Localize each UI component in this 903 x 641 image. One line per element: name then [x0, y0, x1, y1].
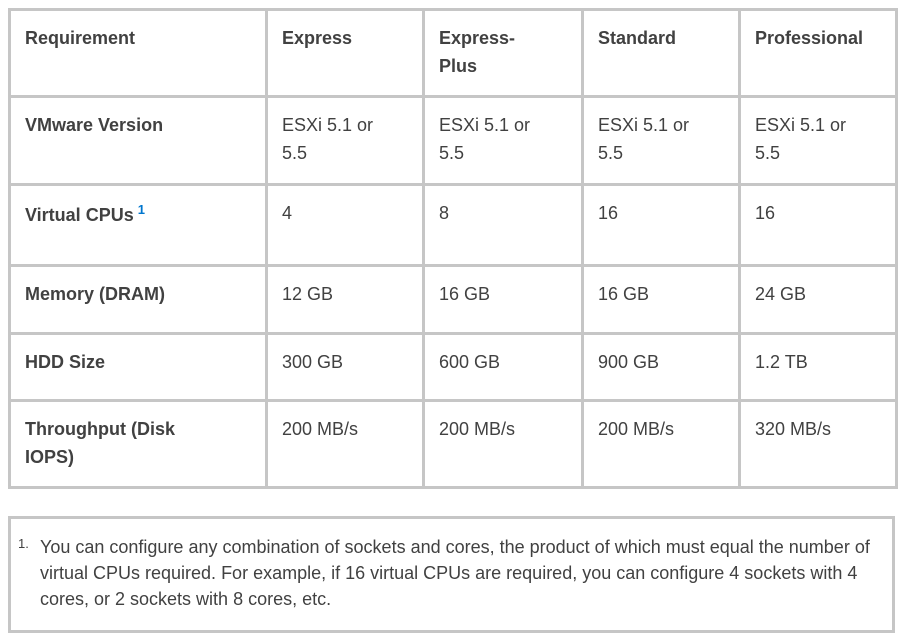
row-label-text: VMware Version [25, 114, 164, 135]
table-row-memory-dram: Memory (DRAM) 12 GB 16 GB 16 GB 24 GB [8, 263, 898, 335]
column-header-label: Requirement [25, 28, 136, 48]
cell-text: ESXi 5.1 or 5.5 [598, 114, 690, 163]
table-cell: 16 [738, 182, 898, 267]
table-cell: ESXi 5.1 or 5.5 [738, 94, 898, 186]
table-row-hdd-size: HDD Size 300 GB 600 GB 900 GB 1.2 TB [8, 331, 898, 402]
row-label-throughput: Throughput (Disk IOPS) [8, 398, 268, 489]
footnote-text: You can configure any combination of soc… [40, 536, 870, 609]
column-header-label: Standard [598, 28, 677, 48]
table-cell: 16 [581, 182, 741, 267]
table-cell: 900 GB [581, 331, 741, 402]
column-header-professional: Professional [738, 8, 898, 98]
table-row-vmware-version: VMware Version ESXi 5.1 or 5.5 ESXi 5.1 … [8, 94, 898, 186]
column-header-standard: Standard [581, 8, 741, 98]
column-header-express-plus: Express-Plus [422, 8, 584, 98]
footnote-box: 1. You can configure any combination of … [8, 515, 895, 633]
footnote-ref-link[interactable]: 1 [137, 201, 145, 217]
table-cell: 8 [422, 182, 584, 267]
table-cell: 300 GB [265, 331, 425, 402]
row-label-memory-dram: Memory (DRAM) [8, 263, 268, 335]
table-cell: ESXi 5.1 or 5.5 [265, 94, 425, 186]
table-cell: ESXi 5.1 or 5.5 [422, 94, 584, 186]
column-header-requirement: Requirement [8, 8, 268, 98]
table-cell: 320 MB/s [738, 398, 898, 489]
table-cell: 24 GB [738, 263, 898, 335]
column-header-label: Professional [755, 28, 864, 48]
table-cell: 16 GB [422, 263, 584, 335]
table-cell: 4 [265, 182, 425, 267]
column-header-label: Express-Plus [439, 28, 516, 76]
table-cell: 200 MB/s [422, 398, 584, 489]
requirements-table: Requirement Express Express-Plus Standar… [8, 8, 898, 489]
table-cell: 600 GB [422, 331, 584, 402]
table-cell: 12 GB [265, 263, 425, 335]
row-label-text: Memory (DRAM) [25, 283, 166, 304]
row-label-hdd-size: HDD Size [8, 331, 268, 402]
cell-text: ESXi 5.1 or 5.5 [439, 114, 531, 163]
cell-text: ESXi 5.1 or 5.5 [755, 114, 847, 163]
table-cell: 1.2 TB [738, 331, 898, 402]
row-label-text: Virtual CPUs [25, 204, 134, 225]
row-label-text: Throughput (Disk IOPS) [25, 418, 175, 467]
row-label-text: HDD Size [25, 351, 106, 372]
row-label-vmware-version: VMware Version [8, 94, 268, 186]
footnote-marker: 1. [18, 535, 29, 551]
column-header-label: Express [282, 28, 353, 48]
row-label-virtual-cpus: Virtual CPUs 1 [8, 182, 268, 267]
table-cell: 16 GB [581, 263, 741, 335]
table-header-row: Requirement Express Express-Plus Standar… [8, 8, 898, 98]
column-header-express: Express [265, 8, 425, 98]
table-row-virtual-cpus: Virtual CPUs 1 4 8 16 16 [8, 182, 898, 267]
table-cell: 200 MB/s [581, 398, 741, 489]
cell-text: ESXi 5.1 or 5.5 [282, 114, 374, 163]
table-cell: ESXi 5.1 or 5.5 [581, 94, 741, 186]
table-row-throughput: Throughput (Disk IOPS) 200 MB/s 200 MB/s… [8, 398, 898, 489]
table-cell: 200 MB/s [265, 398, 425, 489]
